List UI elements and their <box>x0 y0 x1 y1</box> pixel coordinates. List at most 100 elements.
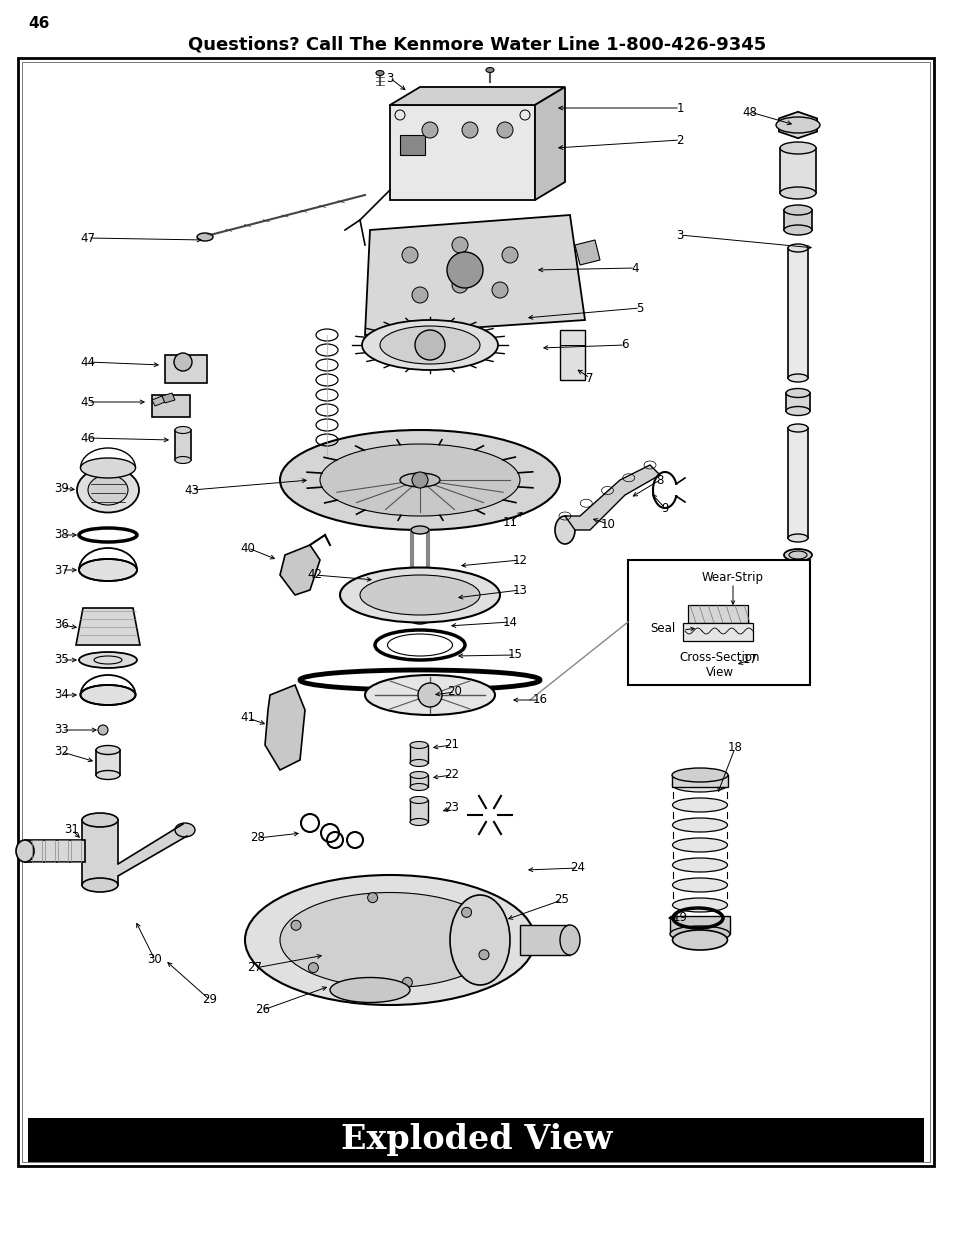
Bar <box>71 840 81 862</box>
Text: 1: 1 <box>676 101 683 115</box>
Ellipse shape <box>79 652 137 668</box>
Text: 2: 2 <box>676 133 683 147</box>
Text: 42: 42 <box>307 568 322 582</box>
Text: 20: 20 <box>447 685 462 699</box>
Bar <box>785 393 809 411</box>
Ellipse shape <box>379 326 479 364</box>
Bar <box>519 925 569 955</box>
Bar <box>18 58 933 1166</box>
Polygon shape <box>76 608 140 645</box>
Bar <box>780 148 815 193</box>
Ellipse shape <box>671 768 727 782</box>
Text: Questions? Call The Kenmore Water Line 1-800-426-9345: Questions? Call The Kenmore Water Line 1… <box>188 35 765 53</box>
Ellipse shape <box>174 823 194 837</box>
Bar <box>28 1118 923 1162</box>
Ellipse shape <box>672 839 727 852</box>
Ellipse shape <box>280 430 559 530</box>
Bar <box>410 776 428 787</box>
Text: Cross-Section
View: Cross-Section View <box>679 651 760 679</box>
Ellipse shape <box>375 70 384 75</box>
Ellipse shape <box>485 68 494 73</box>
Text: 25: 25 <box>554 893 569 906</box>
Bar <box>682 622 752 641</box>
Circle shape <box>173 353 192 370</box>
Ellipse shape <box>410 741 428 748</box>
Bar <box>58 840 68 862</box>
Bar <box>787 248 807 378</box>
Ellipse shape <box>410 797 428 804</box>
Ellipse shape <box>361 320 497 370</box>
Polygon shape <box>779 112 816 138</box>
Ellipse shape <box>780 142 815 154</box>
Text: 35: 35 <box>54 653 70 667</box>
Text: 48: 48 <box>741 105 757 119</box>
Text: 6: 6 <box>620 338 628 352</box>
Text: 19: 19 <box>672 911 687 925</box>
Ellipse shape <box>80 685 135 705</box>
Bar <box>671 776 727 787</box>
Polygon shape <box>152 396 165 406</box>
Bar <box>410 800 428 823</box>
Circle shape <box>308 962 318 973</box>
Circle shape <box>461 908 471 918</box>
Ellipse shape <box>411 616 429 624</box>
Ellipse shape <box>672 930 727 950</box>
Ellipse shape <box>16 840 34 862</box>
Ellipse shape <box>787 374 807 382</box>
Text: 43: 43 <box>184 483 199 496</box>
Circle shape <box>501 247 517 263</box>
Text: 44: 44 <box>80 356 95 368</box>
Ellipse shape <box>82 813 118 827</box>
Text: 8: 8 <box>656 473 663 487</box>
Ellipse shape <box>280 893 499 988</box>
Ellipse shape <box>672 858 727 872</box>
Ellipse shape <box>196 233 213 241</box>
Ellipse shape <box>672 898 727 911</box>
Text: 5: 5 <box>636 301 643 315</box>
Bar <box>22 62 929 1162</box>
Bar <box>627 559 809 685</box>
Bar <box>559 330 584 380</box>
Polygon shape <box>280 545 319 595</box>
Ellipse shape <box>783 225 811 235</box>
Circle shape <box>98 725 108 735</box>
Ellipse shape <box>96 746 120 755</box>
Circle shape <box>412 287 428 303</box>
Text: 38: 38 <box>54 529 70 541</box>
Ellipse shape <box>672 798 727 811</box>
Ellipse shape <box>559 925 579 955</box>
Text: 24: 24 <box>570 862 585 874</box>
Circle shape <box>415 330 444 359</box>
Circle shape <box>401 247 417 263</box>
Polygon shape <box>575 240 599 266</box>
Text: 14: 14 <box>502 615 517 629</box>
Text: 15: 15 <box>507 648 522 662</box>
Ellipse shape <box>783 205 811 215</box>
Circle shape <box>452 277 468 293</box>
Ellipse shape <box>783 550 811 561</box>
Text: 23: 23 <box>444 802 459 815</box>
Text: 36: 36 <box>54 619 70 631</box>
Ellipse shape <box>77 468 139 513</box>
Ellipse shape <box>96 771 120 779</box>
Text: 32: 32 <box>54 746 70 758</box>
Text: 30: 30 <box>148 953 162 967</box>
Ellipse shape <box>365 676 495 715</box>
Circle shape <box>417 683 441 706</box>
Text: Exploded View: Exploded View <box>341 1124 612 1156</box>
Bar <box>669 916 729 934</box>
Ellipse shape <box>80 458 135 478</box>
Ellipse shape <box>775 117 820 133</box>
Bar <box>25 840 85 862</box>
Bar <box>174 430 191 459</box>
Text: 18: 18 <box>727 741 741 755</box>
Ellipse shape <box>319 445 519 516</box>
Ellipse shape <box>780 186 815 199</box>
Bar <box>390 105 535 200</box>
Ellipse shape <box>410 819 428 825</box>
Ellipse shape <box>788 551 806 559</box>
Polygon shape <box>390 86 564 105</box>
Circle shape <box>291 920 301 930</box>
Bar <box>165 354 207 383</box>
Ellipse shape <box>359 576 479 615</box>
